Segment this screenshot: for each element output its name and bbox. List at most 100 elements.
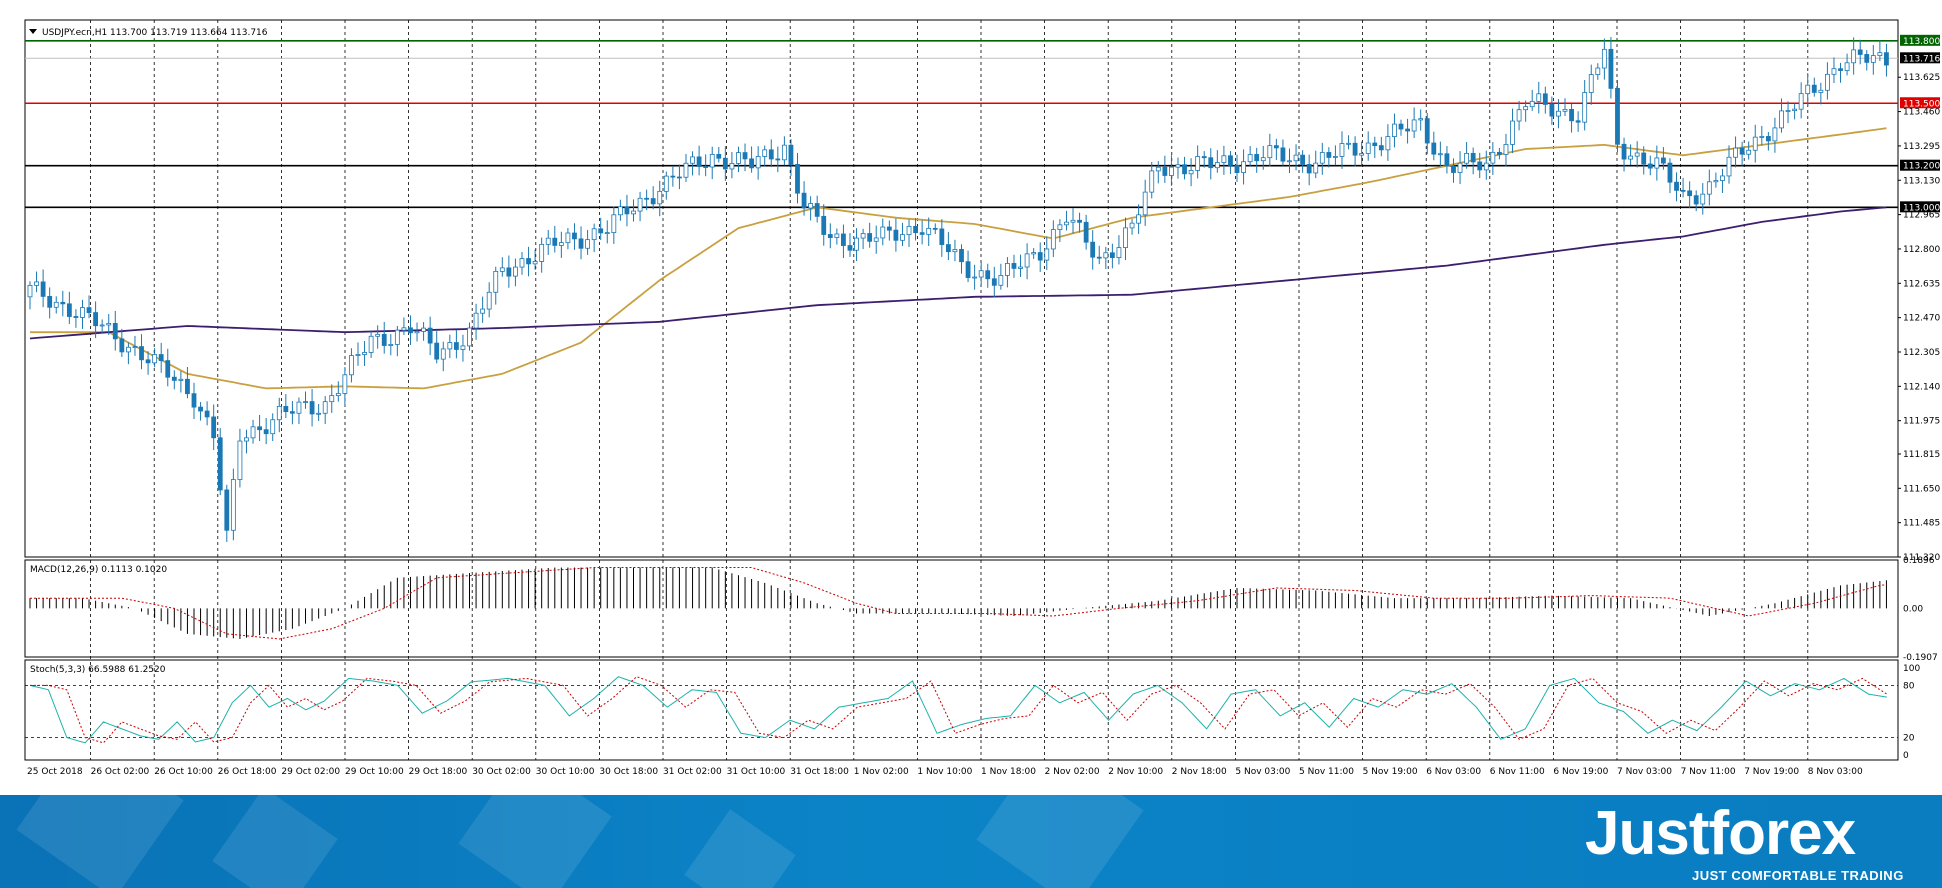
candle-body — [565, 232, 571, 244]
candle-body — [473, 312, 479, 329]
candle-body — [1831, 68, 1837, 75]
candle-body — [486, 291, 492, 310]
candle-body — [1129, 222, 1135, 229]
candle-body — [1385, 136, 1391, 151]
candle-body — [1300, 154, 1306, 165]
candle-body — [40, 281, 46, 297]
candle-body — [1720, 175, 1725, 181]
candle-body — [690, 156, 695, 164]
candle-body — [1149, 170, 1155, 193]
candle-body — [742, 152, 748, 160]
candle-body — [427, 327, 433, 344]
moving-averages — [29, 127, 1887, 390]
candle-body — [663, 175, 669, 192]
candle-body — [381, 333, 387, 346]
price-tick-label: 112.140 — [1903, 382, 1940, 392]
candle-body — [1516, 109, 1522, 122]
candle-body — [1483, 162, 1489, 171]
candle-body — [1273, 145, 1279, 149]
time-axis-label: 26 Oct 10:00 — [154, 767, 213, 777]
candle-body — [1169, 166, 1174, 176]
candle-body — [1680, 189, 1686, 192]
candle-body — [106, 323, 112, 326]
candle-body — [493, 270, 499, 293]
candle-body — [1451, 165, 1456, 173]
macd-signal-line — [30, 567, 1887, 640]
candle-body — [611, 214, 617, 233]
candle-body — [1634, 152, 1640, 157]
candle-body — [1851, 49, 1857, 64]
price-tag — [1900, 201, 1940, 213]
candle-body — [1182, 164, 1187, 175]
macd-tick-label: 0.1896 — [1903, 556, 1935, 566]
chart-menu-triangle-icon[interactable] — [29, 29, 37, 34]
candle-body — [788, 144, 794, 165]
price-tick-label: 112.800 — [1903, 245, 1940, 255]
candle-body — [1765, 136, 1771, 142]
candle-body — [1418, 118, 1424, 121]
candle-body — [578, 238, 584, 249]
candle-body — [1628, 155, 1634, 160]
candle-body — [1746, 149, 1752, 155]
candle-body — [513, 266, 518, 277]
price-tag — [1900, 97, 1940, 109]
candle-body — [1759, 136, 1765, 138]
candle-body — [230, 479, 236, 531]
candle-body — [1346, 142, 1351, 145]
candle-body — [152, 354, 158, 364]
candle-body — [795, 164, 800, 194]
candle-body — [198, 406, 203, 412]
candle-body — [1116, 247, 1122, 258]
time-axis-label: 29 Oct 18:00 — [409, 767, 468, 777]
candle-body — [93, 312, 98, 327]
candle-body — [1733, 147, 1738, 158]
candle-body — [716, 153, 722, 159]
candle-body — [132, 346, 138, 348]
candle-body — [263, 429, 269, 435]
candle-body — [1306, 164, 1312, 174]
time-axis-label: 8 Nov 03:00 — [1808, 767, 1863, 777]
price-tick-label: 112.965 — [1903, 211, 1940, 221]
time-axis-label: 29 Oct 10:00 — [345, 767, 404, 777]
candle-body — [749, 158, 754, 169]
candle-body — [316, 412, 322, 415]
candle-body — [1326, 152, 1332, 158]
candle-body — [945, 244, 951, 253]
candle-body — [408, 327, 413, 334]
candle-body — [1536, 93, 1542, 102]
ma-slow-line — [29, 206, 1887, 340]
candle-body — [66, 303, 72, 317]
candle-body — [683, 162, 689, 178]
candle-body — [289, 411, 295, 414]
time-axis: 25 Oct 2018 26 Oct 02:00 26 Oct 10:00 26 Oc… — [27, 767, 1863, 777]
candle-body — [388, 344, 394, 346]
candle-body — [703, 166, 709, 168]
candle-body — [1844, 62, 1850, 71]
candle-body — [1752, 136, 1758, 151]
candle-body — [506, 267, 512, 277]
candle-body — [558, 242, 564, 246]
candle-body — [991, 278, 997, 286]
candle-body — [467, 327, 472, 347]
candle-body — [421, 327, 426, 332]
candle-body — [1464, 152, 1470, 164]
candle-body — [1615, 87, 1620, 145]
candle-body — [1562, 108, 1568, 112]
candle-body — [1254, 154, 1260, 162]
candle-body — [1641, 152, 1647, 165]
candle-body — [86, 307, 92, 313]
candle-body — [171, 376, 177, 381]
price-axis: 113.800 113.716 113.500 113.200 113.000 113.6… — [1898, 34, 1940, 761]
candle-body — [1411, 119, 1417, 132]
candle-body — [1359, 153, 1365, 156]
candle-body — [775, 158, 781, 161]
candle-body — [1556, 110, 1561, 117]
candle-body — [1050, 229, 1056, 250]
price-tick-label: 111.320 — [1903, 553, 1940, 563]
time-axis-label: 6 Nov 11:00 — [1490, 767, 1545, 777]
candle-body — [650, 198, 656, 205]
candle-body — [1608, 48, 1614, 89]
candle-body — [440, 348, 446, 360]
candle-body — [526, 258, 531, 265]
price-tick-label: 113.295 — [1903, 142, 1940, 152]
